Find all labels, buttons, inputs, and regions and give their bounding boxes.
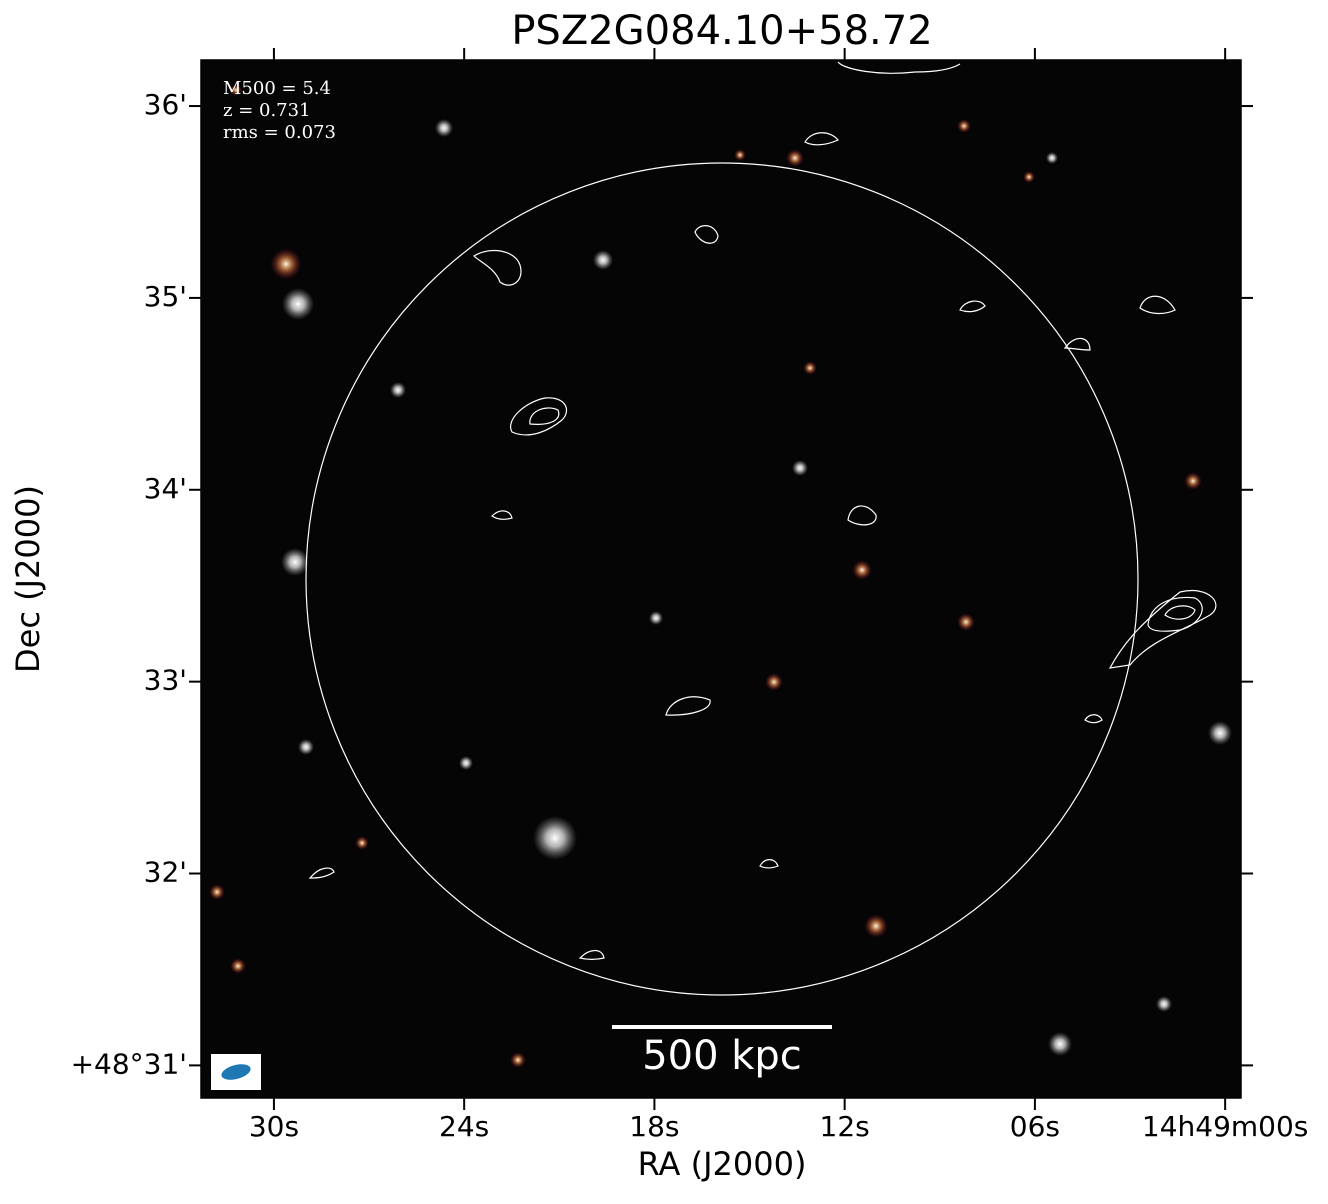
sky-image [201, 60, 1241, 1098]
stars [209, 84, 1232, 1068]
y-tick-label: 36' [144, 88, 187, 121]
y-tick-label: 34' [144, 472, 187, 505]
y-tick-label: +48°31' [71, 1047, 187, 1080]
beam [221, 1064, 251, 1080]
annotation: rms = 0.073 [223, 122, 336, 143]
x-tick-label: 24s [439, 1110, 489, 1143]
y-tick-label: 35' [144, 280, 187, 313]
scale-bar-label: 500 kpc [642, 1033, 802, 1079]
frame [200, 59, 1242, 1099]
annotation: z = 0.731 [223, 100, 311, 121]
annotation: M500 = 5.4 [223, 78, 331, 99]
x-tick-label: 18s [629, 1110, 679, 1143]
x-tick-label: 06s [1010, 1110, 1060, 1143]
contours [305, 61, 1217, 996]
x-axis-label: RA (J2000) [638, 1145, 807, 1183]
x-tick-label: 12s [820, 1110, 870, 1143]
chart-title: PSZ2G084.10+58.72 [511, 8, 932, 54]
x-tick-label: 14h49m00s [1142, 1110, 1309, 1143]
y-tick-label: 33' [144, 664, 187, 697]
y-tick-label: 32' [144, 856, 187, 889]
y-axis-label: Dec (J2000) [9, 485, 47, 673]
x-tick-label: 30s [249, 1110, 299, 1143]
